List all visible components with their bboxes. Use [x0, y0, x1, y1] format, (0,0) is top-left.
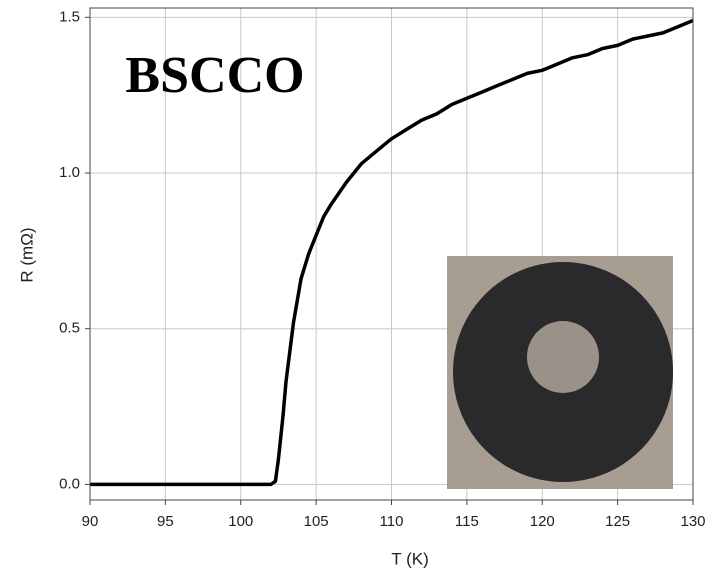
ring-hole	[527, 321, 599, 393]
y-tick-label: 1.5	[59, 8, 80, 25]
y-tick-label: 1.0	[59, 164, 80, 181]
x-tick-label: 130	[680, 513, 705, 530]
x-tick-label: 125	[605, 513, 630, 530]
inset-photo	[447, 256, 673, 489]
x-tick-label: 105	[304, 513, 329, 530]
x-tick-label: 95	[157, 513, 174, 530]
annotation: BSCCO	[125, 47, 304, 104]
x-tick-label: 90	[82, 513, 99, 530]
x-tick-label: 115	[455, 513, 479, 530]
data-line	[90, 18, 694, 487]
plot-frame	[89, 7, 694, 501]
x-tick-label: 120	[530, 513, 555, 530]
y-tick-label: 0.5	[59, 320, 80, 337]
y-axis-label: R (mΩ)	[17, 227, 36, 282]
y-tick-label: 0.0	[59, 475, 80, 492]
x-tick-label: 100	[228, 513, 253, 530]
x-tick-label: 110	[380, 513, 404, 530]
x-axis-label: T (K)	[391, 549, 428, 568]
